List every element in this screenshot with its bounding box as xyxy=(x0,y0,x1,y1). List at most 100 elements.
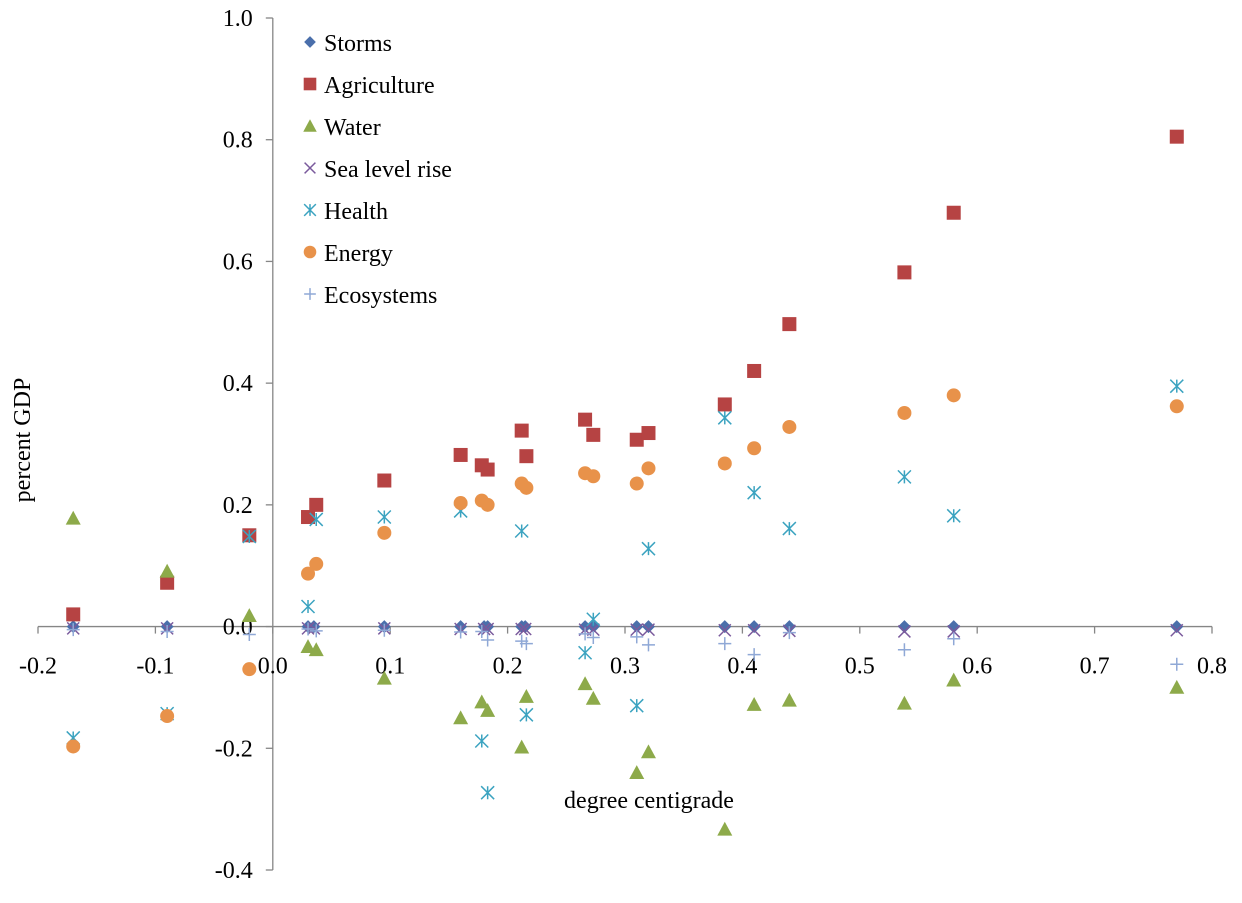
water-point xyxy=(241,608,257,622)
water-point xyxy=(946,672,962,687)
agriculture-point xyxy=(453,447,468,462)
health-point xyxy=(514,523,529,539)
ecosystems-point xyxy=(630,630,644,644)
health-point xyxy=(578,645,593,660)
x-tick-label: 0.2 xyxy=(493,654,523,680)
ecosystems-point xyxy=(66,623,80,637)
storms-point xyxy=(1170,620,1184,634)
ecosystems-point xyxy=(1170,657,1184,671)
legend-label-energy: Energy xyxy=(324,241,393,267)
agriculture-point xyxy=(309,497,324,512)
x-axis-title: degree centigrade xyxy=(564,788,734,814)
agriculture-point xyxy=(897,265,912,280)
energy-point xyxy=(453,496,468,511)
energy-point xyxy=(242,662,257,677)
legend-marker-ecosystems xyxy=(304,288,316,300)
health-point xyxy=(897,469,912,484)
energy-point xyxy=(160,709,175,724)
y-tick-label: -0.2 xyxy=(215,736,253,762)
legend-marker-storms xyxy=(304,36,316,48)
sea-level-rise-point xyxy=(747,623,761,637)
x-tick-label: -0.2 xyxy=(19,654,57,680)
legend-marker-water xyxy=(303,119,317,132)
ecosystems-point xyxy=(747,648,761,662)
energy-point xyxy=(747,441,762,456)
ecosystems-point xyxy=(242,627,256,641)
legend-label-ecosystems: Ecosystems xyxy=(324,283,437,309)
storms-point xyxy=(307,620,321,634)
sea-level-rise-point xyxy=(518,622,532,636)
health-point xyxy=(946,508,961,523)
legend-label-health: Health xyxy=(324,199,388,225)
ecosystems-point xyxy=(578,627,592,641)
series-agriculture xyxy=(66,129,1184,622)
legend-marker-health xyxy=(303,203,317,217)
agriculture-point xyxy=(480,462,495,477)
sea-level-rise-point xyxy=(718,623,732,637)
x-tick-label: 0.7 xyxy=(1080,654,1110,680)
legend-label-agriculture: Agriculture xyxy=(324,73,435,99)
health-point xyxy=(782,521,797,536)
agriculture-point xyxy=(578,412,593,427)
data-points xyxy=(65,129,1185,836)
ecosystems-point xyxy=(377,623,391,637)
storms-point xyxy=(747,620,761,634)
ecosystems-point xyxy=(475,624,489,638)
sea-level-rise-point xyxy=(477,622,491,636)
x-tick-label: 0.3 xyxy=(610,654,640,680)
axes xyxy=(37,17,1213,871)
y-tick-label: 0.4 xyxy=(223,371,253,397)
health-point xyxy=(474,733,489,749)
agriculture-point xyxy=(717,397,732,412)
water-point xyxy=(585,690,601,705)
agriculture-point xyxy=(747,363,762,378)
agriculture-point xyxy=(586,427,601,442)
storms-point xyxy=(897,620,911,634)
health-point xyxy=(641,541,656,556)
health-point xyxy=(377,509,392,525)
energy-point xyxy=(946,388,961,403)
y-tick-label: 1.0 xyxy=(223,6,253,32)
water-point xyxy=(453,710,469,725)
ecosystems-point xyxy=(481,633,495,647)
agriculture-point xyxy=(519,449,534,464)
energy-point xyxy=(717,456,732,471)
ecosystems-point xyxy=(718,637,732,651)
energy-point xyxy=(301,566,316,581)
sea-level-rise-point xyxy=(947,624,961,638)
y-tick-label: 0.8 xyxy=(223,128,253,154)
ecosystems-point xyxy=(782,626,796,640)
y-tick-label: 0.2 xyxy=(223,493,253,519)
water-point xyxy=(300,639,316,654)
storms-point xyxy=(947,620,961,634)
health-point xyxy=(480,785,495,800)
energy-point xyxy=(377,525,392,540)
energy-point xyxy=(1169,399,1184,414)
storms-point xyxy=(641,620,655,634)
sea-level-rise-point xyxy=(641,623,656,637)
sea-level-rise-point xyxy=(515,622,529,636)
energy-point xyxy=(66,739,81,754)
health-point xyxy=(717,410,732,425)
health-point xyxy=(629,698,644,713)
water-point xyxy=(781,692,797,707)
agriculture-point xyxy=(782,317,797,332)
water-point xyxy=(474,694,490,709)
health-point xyxy=(300,599,316,614)
energy-point xyxy=(480,497,495,512)
water-point xyxy=(514,739,530,754)
y-tick-label: -0.4 xyxy=(215,858,253,884)
ecosystems-point xyxy=(586,631,600,645)
tick-labels: -0.2 -0.1 0.0 0.1 0.2 0.3 0.4 0.5 0.6 0.7 0.8 -0.4 -… xyxy=(19,6,1227,884)
series-sea-level-rise xyxy=(66,621,1184,638)
x-tick-label: 0.0 xyxy=(258,654,288,680)
x-tick-label: -0.1 xyxy=(136,654,174,680)
ecosystems-point xyxy=(301,622,315,636)
ecosystems-point xyxy=(641,638,655,652)
health-point xyxy=(242,529,257,544)
storms-point xyxy=(630,620,644,634)
legend-label-sea-level-rise: Sea level rise xyxy=(324,157,452,183)
water-point xyxy=(577,676,593,691)
water-point xyxy=(308,642,324,657)
x-tick-label: 0.5 xyxy=(845,654,875,680)
